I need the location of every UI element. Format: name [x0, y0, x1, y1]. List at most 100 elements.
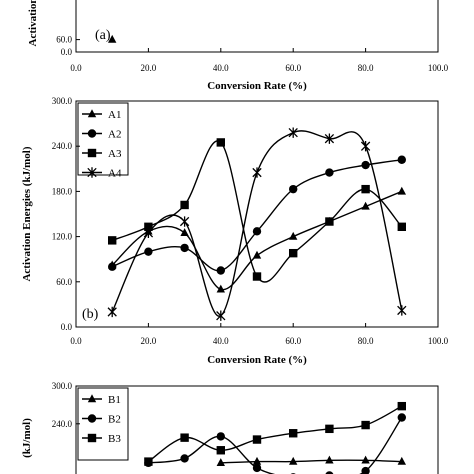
panel-b-point-A4-6 — [324, 133, 335, 144]
panel-b-point-A3-4 — [252, 272, 262, 281]
panel-b-point-A4-2 — [179, 216, 190, 227]
legend-marker-A4 — [87, 167, 97, 178]
panel-c-point-B1-1 — [252, 456, 262, 465]
panel-b-point-A4-0 — [107, 306, 117, 318]
panel-b-point-A4-5 — [288, 127, 298, 138]
panel-b-point-A3-7 — [361, 184, 370, 194]
panel-b-point-A4-8 — [397, 305, 407, 316]
panel-a-xtick-label-1: 20.0 — [141, 63, 157, 73]
legend-marker-A3 — [87, 148, 97, 158]
panel-b-point-A2-3 — [216, 266, 225, 275]
panel-c-ytick-label-1: 300.0 — [52, 381, 73, 391]
panel-c-point-B2-7 — [397, 413, 406, 422]
panel-c-point-B3-5 — [325, 424, 334, 434]
panel-a-xtick-label-5: 100.0 — [428, 63, 449, 73]
panel-b-point-A3-8 — [397, 222, 406, 232]
panel-c-point-B1-5 — [397, 456, 406, 465]
panel-b-point-A2-8 — [397, 155, 406, 164]
panel-c-point-B2-6 — [361, 466, 370, 474]
panel-b-point-A2-5 — [289, 184, 298, 194]
panel-c-point-B2-1 — [180, 454, 189, 463]
panel-a: Activation (a) Conversion Rate (%) — [27, 0, 439, 92]
panel-b-point-A1-3 — [216, 284, 225, 293]
panel-b-xtick-label-4: 80.0 — [358, 336, 374, 346]
panel-b: Activation Energies (kJ/mol) (b) Convers… — [21, 100, 439, 366]
legend-marker-B2 — [87, 414, 97, 423]
panel-b-ytick-label-2: 120.0 — [52, 232, 73, 242]
panel-b-ylabel: Activation Energies (kJ/mol) — [21, 146, 33, 281]
panel-b-xlabel: Conversion Rate (%) — [207, 354, 307, 366]
panel-b-point-A1-2 — [180, 228, 189, 237]
panel-b-point-A3-3 — [216, 138, 225, 147]
panel-b-xtick-label-5: 100.0 — [428, 336, 449, 346]
panel-c-ylabel: (kJ/mol) — [21, 418, 33, 458]
panel-c-point-B3-0 — [144, 457, 153, 466]
panel-b-point-A2-0 — [108, 262, 117, 271]
panel-c-point-B3-1 — [180, 433, 189, 442]
panel-a-xtick-label-4: 80.0 — [358, 63, 374, 73]
panel-b-point-A3-5 — [289, 248, 298, 258]
panel-b-point-A3-6 — [325, 217, 334, 226]
legend-marker-A1 — [87, 109, 97, 118]
panel-b-ytick-label-0: 0.0 — [61, 322, 73, 332]
legend-marker-B3 — [87, 433, 97, 443]
panel-a-frame — [75, 0, 439, 53]
panel-c-point-B1-0 — [216, 458, 225, 467]
panel-c-point-B1-3 — [325, 455, 334, 464]
panel-a-xtick-label-3: 60.0 — [285, 63, 301, 73]
panel-b-xtick-label-3: 60.0 — [285, 336, 301, 346]
panel-c-point-B3-3 — [252, 435, 262, 444]
panel-b-ytick-label-4: 240.0 — [52, 141, 73, 151]
legend-label-A1: A1 — [108, 109, 121, 121]
panel-c-point-B3-4 — [289, 429, 298, 438]
panel-b-series-line-A3 — [111, 140, 403, 283]
panel-b-point-A4-4 — [252, 167, 262, 178]
panel-b-label: (b) — [82, 307, 99, 322]
panel-b-xtick-label-1: 20.0 — [141, 336, 157, 346]
panel-a-ytick-label-0: 0.0 — [61, 47, 73, 57]
chart-marks: 0.0 60.0 0.0 20.0 40.0 60.0 80.0 100.0 0.0 60.0 12… — [52, 35, 449, 474]
panel-a-point-0-0 — [108, 34, 117, 43]
panel-b-point-A2-6 — [325, 168, 334, 177]
panel-c-point-B2-5 — [325, 471, 334, 474]
panel-b-point-A3-1 — [144, 222, 153, 232]
legend-label-A2: A2 — [108, 129, 121, 141]
panel-b-ytick-label-1: 60.0 — [56, 277, 72, 287]
panel-b-point-A1-8 — [397, 186, 406, 195]
panel-b-point-A4-3 — [216, 310, 226, 321]
panel-b-xtick-label-2: 40.0 — [213, 336, 229, 346]
legend-label-A3: A3 — [108, 148, 122, 160]
legend-marker-B1 — [87, 394, 97, 403]
panel-b-point-A2-4 — [252, 227, 262, 236]
panel-c-point-B2-3 — [252, 463, 262, 473]
panel-b-frame — [75, 100, 439, 328]
panel-b-point-A2-2 — [180, 243, 189, 253]
legend-marker-A2 — [87, 129, 97, 138]
legend-label-A4: A4 — [108, 168, 122, 180]
panel-b-xtick-label-0: 0.0 — [70, 336, 82, 346]
panel-b-legend — [77, 102, 129, 176]
panel-c-point-B3-2 — [216, 446, 225, 455]
panel-c-point-B3-6 — [361, 420, 370, 430]
panel-b-point-A3-2 — [180, 200, 189, 210]
legend-label-B2: B2 — [108, 414, 121, 426]
panel-c-point-B1-4 — [361, 455, 370, 464]
panel-b-point-A2-1 — [144, 247, 153, 256]
panel-a-xtick-label-0: 0.0 — [70, 63, 82, 73]
panel-b-ytick-label-3: 180.0 — [52, 186, 73, 196]
panel-b-point-A1-4 — [252, 250, 262, 259]
panel-b-point-A1-5 — [289, 231, 298, 240]
panel-b-point-A4-1 — [143, 227, 154, 239]
panel-a-ytick-label-1: 60.0 — [56, 35, 72, 45]
legend-label-B1: B1 — [108, 394, 121, 406]
panel-c-point-B2-2 — [216, 432, 225, 441]
panel-b-ytick-label-5: 300.0 — [52, 96, 73, 106]
panel-a-ylabel: Activation — [27, 0, 39, 46]
panel-c-point-B1-2 — [289, 456, 298, 465]
panel-c-frame — [75, 385, 439, 474]
legend-label-B3: B3 — [108, 433, 121, 445]
panel-a-xtick-label-2: 40.0 — [213, 63, 229, 73]
panel-a-label: (a) — [95, 28, 111, 43]
panel-c-series-line-B1 — [220, 459, 402, 464]
